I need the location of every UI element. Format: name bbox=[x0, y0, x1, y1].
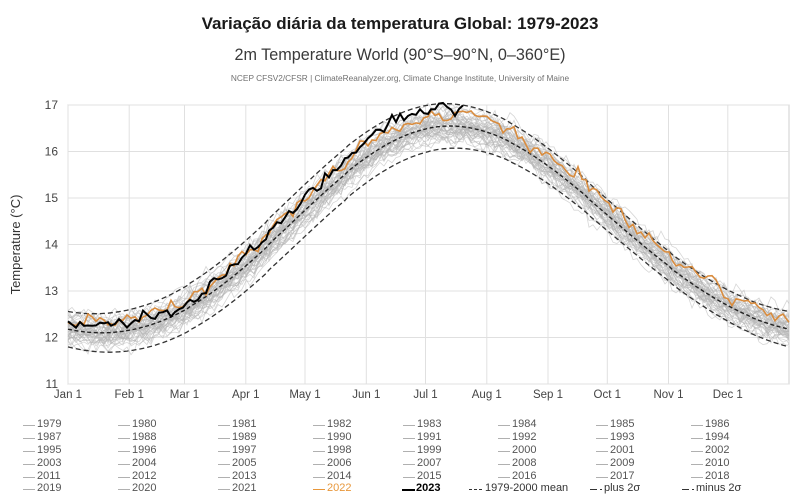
svg-text:Jun 1: Jun 1 bbox=[352, 389, 380, 401]
svg-text:Jul 1: Jul 1 bbox=[413, 389, 437, 401]
svg-text:Oct 1: Oct 1 bbox=[594, 389, 621, 401]
svg-text:Aug 1: Aug 1 bbox=[472, 389, 502, 401]
svg-text:Feb 1: Feb 1 bbox=[114, 389, 143, 401]
svg-text:May 1: May 1 bbox=[289, 389, 320, 401]
svg-text:Mar 1: Mar 1 bbox=[170, 389, 199, 401]
svg-text:16: 16 bbox=[45, 145, 59, 159]
svg-text:Jan 1: Jan 1 bbox=[54, 389, 82, 401]
svg-text:Temperature (°C): Temperature (°C) bbox=[8, 195, 23, 295]
svg-text:17: 17 bbox=[45, 98, 59, 112]
svg-text:Apr 1: Apr 1 bbox=[232, 389, 260, 401]
svg-text:15: 15 bbox=[45, 191, 59, 205]
svg-text:13: 13 bbox=[45, 284, 59, 298]
svg-text:12: 12 bbox=[45, 331, 59, 345]
svg-text:Sep 1: Sep 1 bbox=[533, 389, 563, 401]
svg-text:Nov 1: Nov 1 bbox=[653, 389, 683, 401]
svg-text:14: 14 bbox=[45, 238, 59, 252]
svg-text:Dec 1: Dec 1 bbox=[713, 389, 743, 401]
